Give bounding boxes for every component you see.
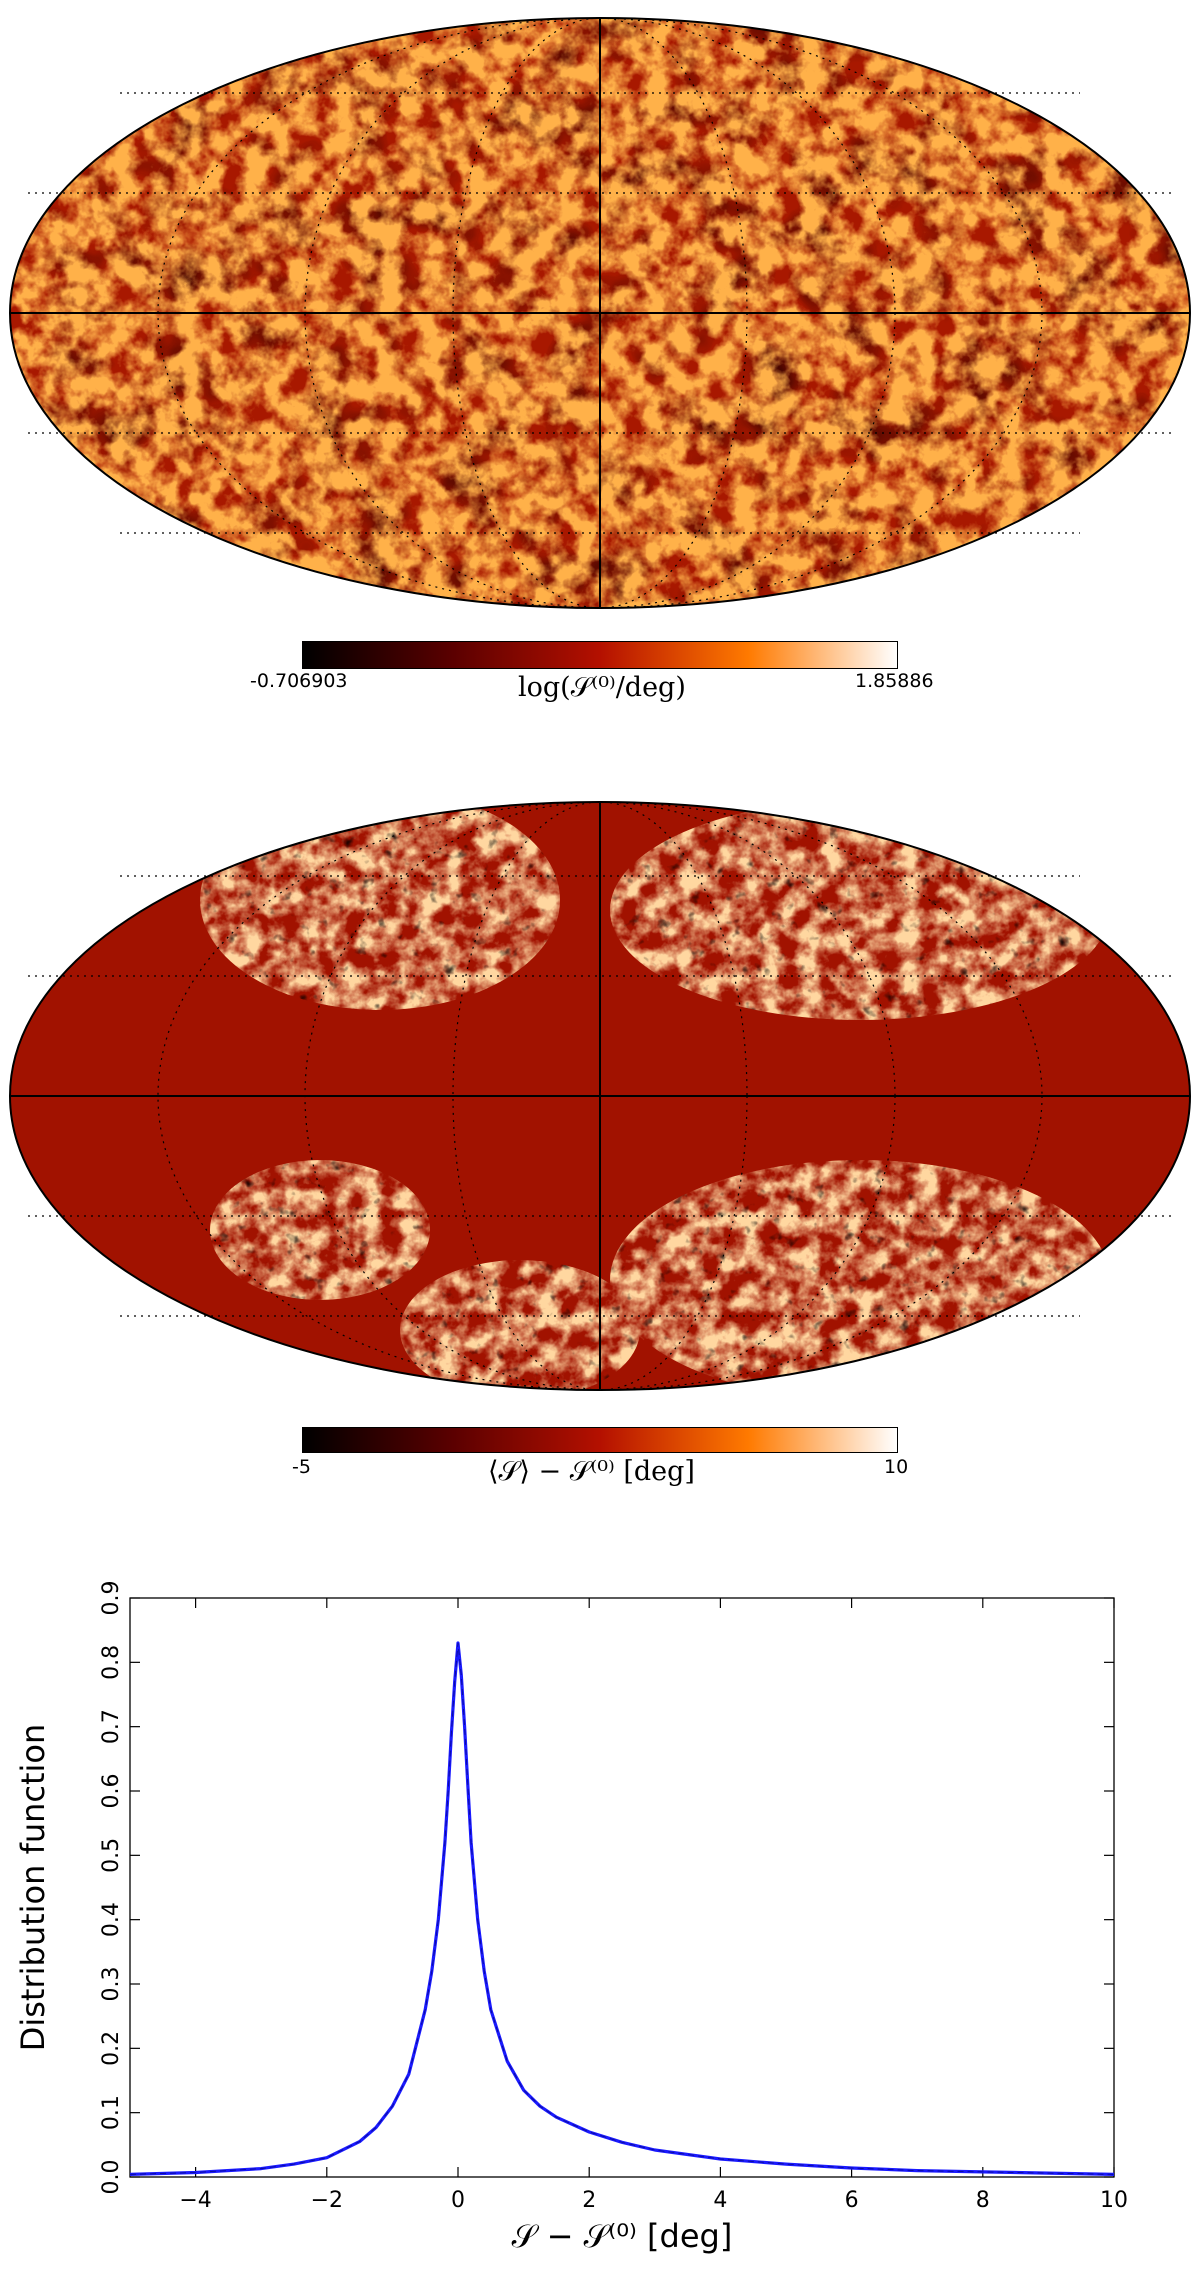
x-tick-label: 0 — [451, 2188, 465, 2213]
distribution-chart: −4 −2 0 2 4 6 8 10 0.0 0.1 0.2 0.3 0.4 0.5 0.6 0.7 0.8 0.… — [14, 1581, 1128, 2256]
colorbar-2 — [302, 1427, 898, 1453]
map-panel-2: -5 10 ⟨𝒮⟩ − 𝒮⁽⁰⁾ [deg] — [0, 790, 1200, 1510]
x-tick-label: 8 — [976, 2188, 990, 2213]
x-tick-label: −4 — [179, 2188, 211, 2213]
y-tick-label: 0.2 — [99, 2031, 124, 2066]
colorbar-2-max: 10 — [884, 1456, 909, 1478]
x-tick-label: 2 — [582, 2188, 596, 2213]
x-tick-label: 4 — [713, 2188, 727, 2213]
map-border-1 — [9, 17, 1191, 609]
x-tick-label: −2 — [311, 2188, 343, 2213]
plot-frame — [129, 1597, 1115, 2178]
colorbar-2-label: ⟨𝒮⟩ − 𝒮⁽⁰⁾ [deg] — [488, 1456, 695, 1487]
x-axis-label: 𝒮 − 𝒮⁽⁰⁾ [deg] — [512, 2217, 733, 2255]
y-axis-label: Distribution function — [14, 1724, 52, 2052]
y-tick-label: 0.1 — [99, 2095, 124, 2130]
axes-2 — [10, 802, 1190, 1390]
x-tick-label: 6 — [845, 2188, 859, 2213]
y-tick-label: 0.8 — [99, 1645, 124, 1680]
colorbar-1 — [302, 641, 898, 669]
x-tick-label: 10 — [1100, 2188, 1128, 2213]
y-tick-label: 0.4 — [99, 1902, 124, 1937]
colorbar-1-min: -0.706903 — [250, 670, 348, 692]
y-tick-label: 0.9 — [99, 1581, 124, 1616]
map-panel-1: -0.706903 1.85886 log(𝒮⁽⁰⁾/deg) — [0, 0, 1200, 720]
colorbar-1-label: log(𝒮⁽⁰⁾/deg) — [518, 672, 686, 703]
mollweide-map-2 — [9, 801, 1191, 1391]
y-tick-label: 0.3 — [99, 1967, 124, 2002]
y-tick-label: 0.6 — [99, 1774, 124, 1809]
colorbar-1-max: 1.85886 — [855, 670, 934, 692]
y-tick-label: 0.7 — [99, 1709, 124, 1744]
colorbar-2-min: -5 — [292, 1456, 311, 1478]
map-border-2 — [9, 801, 1191, 1391]
series-line-dashed — [129, 1642, 1115, 2175]
y-tick-label: 0.0 — [99, 2160, 124, 2195]
mollweide-map-1 — [9, 17, 1191, 609]
y-tick-label: 0.5 — [99, 1838, 124, 1873]
series-line — [129, 1641, 1115, 2176]
axes-1 — [10, 18, 1190, 608]
